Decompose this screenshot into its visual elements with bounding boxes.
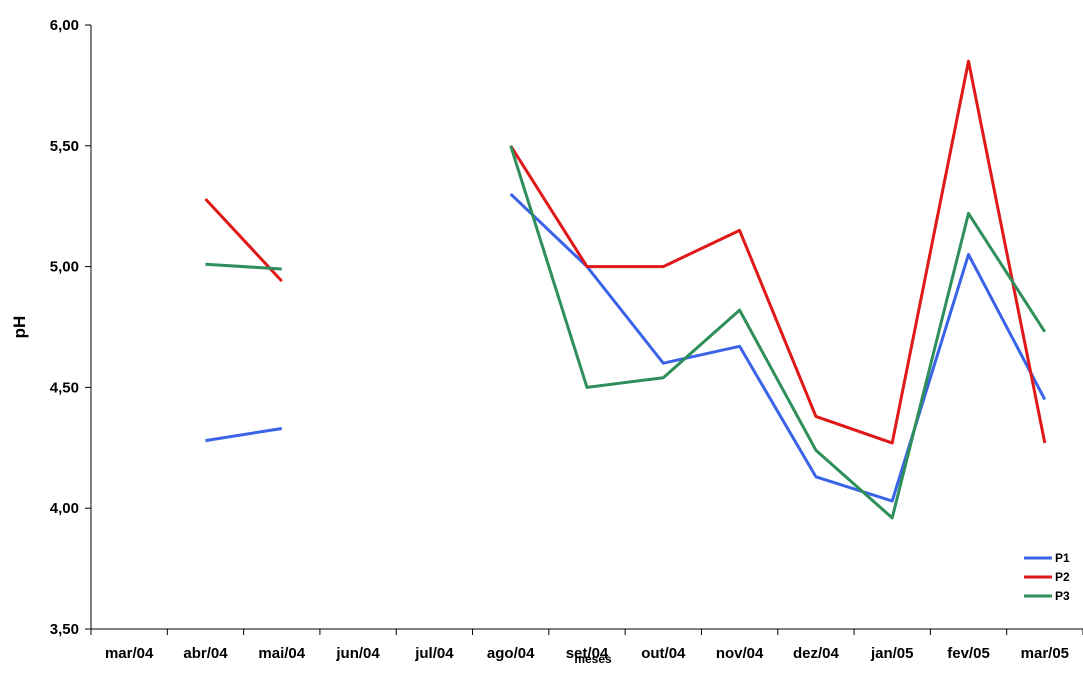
legend-label-p1: P1 [1055, 551, 1070, 565]
series-line-p2 [509, 59, 1047, 445]
series-line-p3 [205, 262, 282, 271]
axes: 3,50 4,00 4,50 5,00 5,50 6,00 mar/04 abr/04 mai… [50, 17, 1083, 662]
y-tick-label: 4,50 [50, 379, 79, 396]
x-tick-label: mar/05 [1021, 645, 1069, 662]
series-p1 [205, 193, 1047, 503]
x-tick-label: mar/04 [105, 645, 154, 662]
y-axis-title: pH [10, 316, 29, 339]
series-p3 [205, 145, 1047, 520]
x-tick-label: mai/04 [258, 645, 305, 662]
x-tick-label: out/04 [641, 645, 686, 662]
x-tick-label: ago/04 [487, 645, 535, 662]
x-tick-label: nov/04 [716, 645, 764, 662]
x-tick-label: jun/04 [335, 645, 380, 662]
legend: P1 P2 P3 [1024, 551, 1070, 603]
series-line-p1 [205, 427, 283, 443]
x-tick-label: jan/05 [870, 645, 914, 662]
x-tick-label: abr/04 [183, 645, 228, 662]
x-axis-title: meses [574, 652, 612, 666]
x-tick-label: fev/05 [947, 645, 990, 662]
legend-label-p2: P2 [1055, 570, 1070, 584]
x-tick-label: dez/04 [793, 645, 840, 662]
series-line-p3 [509, 145, 1047, 520]
series-line-p1 [509, 193, 1047, 503]
y-tick-label: 4,00 [50, 500, 79, 517]
y-tick-label: 6,00 [50, 17, 79, 34]
x-ticks: mar/04 abr/04 mai/04 jun/04 jul/04 ago/04 set/… [90, 629, 1083, 662]
x-tick-label: jul/04 [414, 645, 454, 662]
series-p2 [204, 59, 1047, 445]
y-tick-label: 5,00 [50, 259, 79, 276]
x-tick-label: set/04 [566, 645, 609, 662]
y-ticks: 3,50 4,00 4,50 5,00 5,50 6,00 [50, 17, 91, 638]
series-layer [204, 59, 1047, 520]
y-tick-label: 3,50 [50, 621, 79, 638]
y-tick-label: 5,50 [50, 138, 79, 155]
legend-label-p3: P3 [1055, 589, 1070, 603]
